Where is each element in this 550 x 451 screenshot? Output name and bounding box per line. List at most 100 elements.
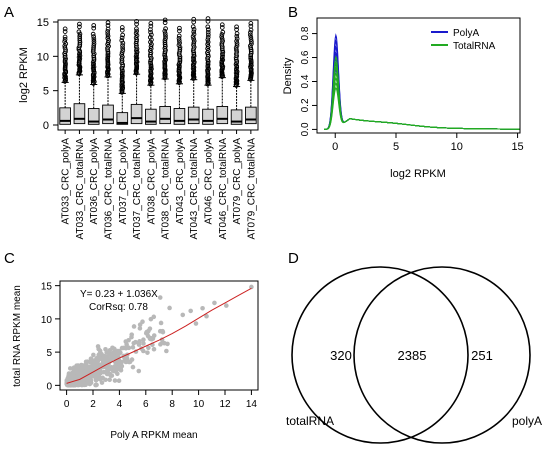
- c-x-tick-label: 12: [219, 399, 231, 410]
- a-outlier: [62, 34, 68, 40]
- c-point: [151, 314, 157, 320]
- b-y-tick-label: 0.8: [300, 26, 311, 40]
- a-outlier: [134, 26, 139, 32]
- a-outlier: [119, 38, 125, 43]
- a-outlier: [249, 41, 254, 47]
- panel-a-frame: [57, 19, 259, 131]
- legend-label-polya: PolyA: [453, 28, 479, 39]
- venn-count-totalrna-only: 320: [330, 348, 352, 363]
- panel-b-x-axis-label: log2 RPKM: [390, 168, 446, 180]
- a-outlier: [234, 36, 240, 42]
- a-outlier: [105, 23, 111, 28]
- a-outlier: [248, 55, 254, 61]
- a-outlier: [134, 33, 140, 38]
- a-outlier: [77, 24, 82, 30]
- c-point: [71, 374, 76, 379]
- c-point: [136, 342, 142, 347]
- panel-c-fit-line: [66, 287, 252, 384]
- a-box: [173, 108, 186, 125]
- b-x-tick-label: 0: [332, 141, 338, 153]
- a-outlier: [177, 46, 183, 52]
- a-outlier: [191, 40, 197, 46]
- c-point: [107, 372, 113, 377]
- a-outlier: [162, 28, 168, 34]
- panel-b-x-axis: 0 5 10 15: [332, 133, 524, 153]
- c-x-tick-label: 0: [64, 399, 70, 410]
- c-point: [158, 342, 163, 347]
- c-point: [146, 345, 151, 351]
- panel-a-x-tick-labels: AT033_CRC_polyA AT033_CRC_totalRNA AT036_C…: [61, 130, 257, 240]
- a-outlier: [134, 18, 139, 24]
- a-box: [202, 108, 214, 125]
- a-outlier: [234, 41, 240, 46]
- c-point: [112, 346, 117, 352]
- a-x-tick-label: AT038_CRC_polyA: [146, 138, 157, 225]
- c-point: [87, 376, 93, 382]
- c-point: [93, 382, 98, 388]
- a-outlier: [162, 20, 168, 26]
- c-x-tick-label: 2: [90, 399, 96, 410]
- a-x-tick-label: AT037_CRC_totalRNA: [132, 138, 143, 240]
- c-point: [136, 368, 142, 374]
- c-point: [145, 350, 150, 355]
- panel-b-letter: B: [288, 4, 298, 21]
- panel-c-corrsq: CorRsq: 0.78: [89, 302, 148, 313]
- a-outlier: [105, 31, 111, 37]
- a-outlier: [205, 27, 211, 32]
- a-outlier: [133, 30, 139, 36]
- c-point: [107, 377, 112, 383]
- c-point: [141, 348, 146, 354]
- a-y-tick-label: 5: [43, 86, 49, 98]
- c-point: [100, 356, 106, 362]
- b-x-tick-label: 10: [451, 141, 463, 153]
- panel-a-letter: A: [4, 4, 14, 21]
- a-outlier: [119, 50, 125, 55]
- c-point: [204, 313, 209, 319]
- panel-c-y-axis: 0 5 10 15: [41, 282, 60, 392]
- a-outlier: [234, 65, 240, 70]
- a-outlier: [105, 54, 111, 59]
- a-outlier: [147, 34, 153, 40]
- panel-b-frame: [316, 17, 521, 134]
- a-outlier: [191, 19, 197, 25]
- c-point: [123, 359, 129, 365]
- a-x-tick-label: AT033_CRC_polyA: [61, 138, 72, 225]
- c-point: [167, 305, 172, 311]
- a-outlier: [163, 33, 168, 39]
- c-point: [157, 328, 163, 334]
- a-outlier: [205, 34, 211, 40]
- c-point: [224, 303, 229, 308]
- b-y-tick-label: 0.6: [300, 50, 311, 64]
- a-x-tick-label: AT036_CRC_totalRNA: [104, 138, 115, 240]
- b-density-line: [324, 77, 520, 130]
- b-density-line: [324, 45, 520, 130]
- c-point: [112, 364, 118, 369]
- a-outlier: [205, 24, 211, 30]
- a-box: [116, 112, 129, 125]
- c-point: [137, 326, 143, 331]
- a-box: [145, 108, 157, 125]
- c-point: [126, 337, 131, 343]
- a-outlier: [148, 39, 153, 45]
- a-outlier: [205, 18, 211, 24]
- c-point: [75, 381, 81, 387]
- a-x-tick-label: AT038_CRC_totalRNA: [161, 138, 172, 240]
- a-outlier: [163, 26, 168, 32]
- a-outlier: [162, 37, 168, 43]
- c-point: [81, 382, 87, 388]
- a-outlier: [105, 29, 111, 34]
- a-outlier: [248, 34, 254, 40]
- c-point: [104, 354, 110, 360]
- a-outlier: [91, 34, 96, 39]
- a-box: [59, 107, 71, 125]
- c-point: [88, 366, 93, 372]
- a-outlier: [62, 45, 68, 51]
- c-point: [130, 364, 136, 370]
- c-point: [82, 371, 87, 377]
- a-outlier: [191, 38, 197, 44]
- c-point: [97, 376, 103, 382]
- a-outlier: [134, 28, 139, 34]
- a-outlier: [191, 16, 197, 22]
- a-outlier: [148, 60, 153, 66]
- panel-c-frame: [59, 280, 259, 391]
